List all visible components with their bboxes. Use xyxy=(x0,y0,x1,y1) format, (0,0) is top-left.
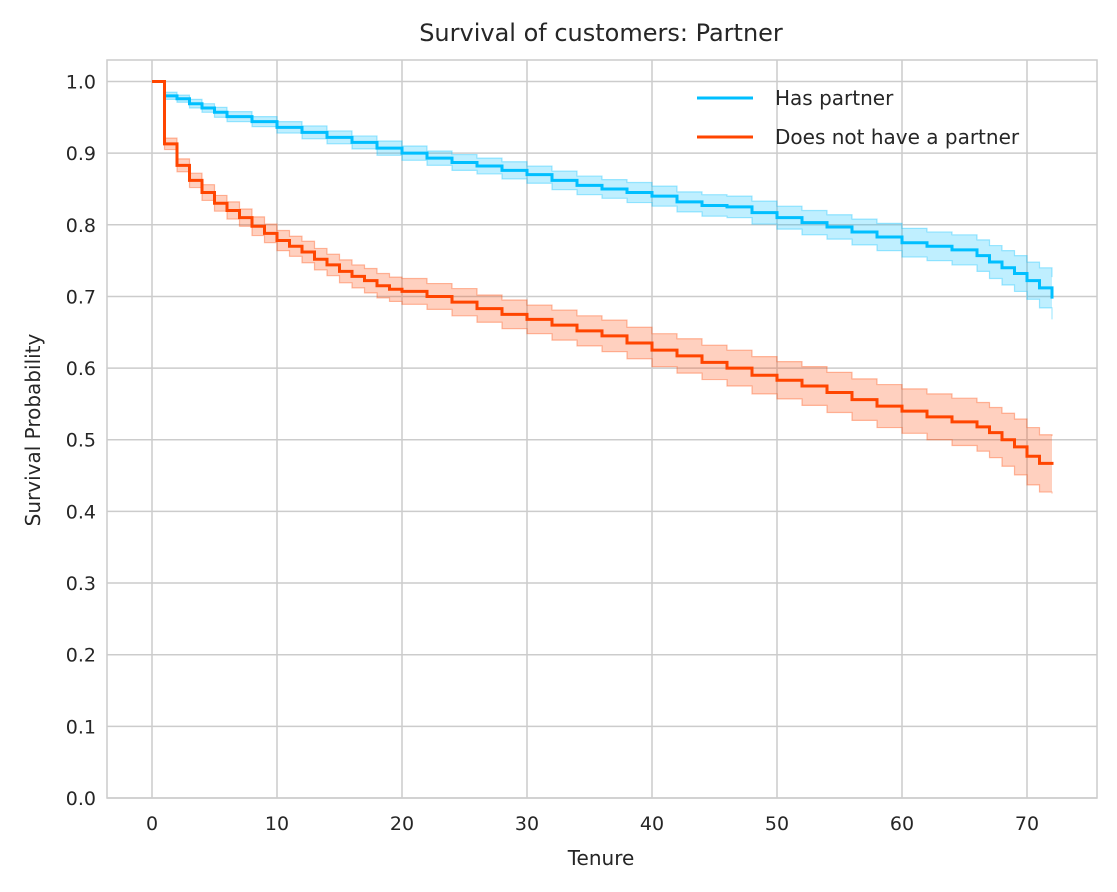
x-tick-label-30: 30 xyxy=(515,813,539,835)
y-axis-label: Survival Probability xyxy=(21,333,45,526)
plot-frame xyxy=(106,59,1098,799)
y-tick-label-0.9: 0.9 xyxy=(66,143,96,165)
x-tick-labels: 0 10 20 30 40 50 60 70 xyxy=(146,813,1039,835)
x-tick-label-20: 20 xyxy=(390,813,414,835)
ci-lower-edge-no-partner xyxy=(152,80,1053,494)
y-tick-label-1.0: 1.0 xyxy=(66,71,96,93)
x-tick-label-60: 60 xyxy=(890,813,914,835)
y-tick-labels: 0.0 0.1 0.2 0.3 0.4 0.5 0.6 0.7 0.8 0.9 1.0 xyxy=(66,71,96,810)
y-tick-label-0.2: 0.2 xyxy=(66,645,96,667)
x-tick-label-70: 70 xyxy=(1015,813,1039,835)
x-tick-label-40: 40 xyxy=(640,813,664,835)
x-tick-label-10: 10 xyxy=(265,813,289,835)
ci-lower-edge-has-partner xyxy=(152,80,1053,320)
y-tick-label-0.0: 0.0 xyxy=(66,788,96,810)
legend: Has partner Does not have a partner xyxy=(697,86,1020,149)
y-tick-label-0.1: 0.1 xyxy=(66,716,96,738)
x-axis-label: Tenure xyxy=(567,846,635,870)
x-tick-label-50: 50 xyxy=(765,813,789,835)
legend-label-no-partner: Does not have a partner xyxy=(775,125,1020,149)
chart-title: Survival of customers: Partner xyxy=(419,19,783,47)
y-tick-label-0.7: 0.7 xyxy=(66,286,96,308)
survival-curve-has-partner xyxy=(152,80,1054,299)
ci-upper-edge-no-partner xyxy=(152,80,1053,437)
y-tick-label-0.6: 0.6 xyxy=(66,358,96,380)
y-tick-label-0.8: 0.8 xyxy=(66,215,96,237)
y-tick-label-0.3: 0.3 xyxy=(66,573,96,595)
y-tick-label-0.5: 0.5 xyxy=(66,430,96,452)
survival-curves xyxy=(152,80,1054,465)
legend-label-has-partner: Has partner xyxy=(775,86,894,110)
survival-curve-no-partner xyxy=(152,80,1054,465)
confidence-band-has-partner xyxy=(152,81,1052,320)
grid-lines xyxy=(107,60,1097,799)
x-tick-label-0: 0 xyxy=(146,813,158,835)
y-tick-label-0.4: 0.4 xyxy=(66,501,96,523)
